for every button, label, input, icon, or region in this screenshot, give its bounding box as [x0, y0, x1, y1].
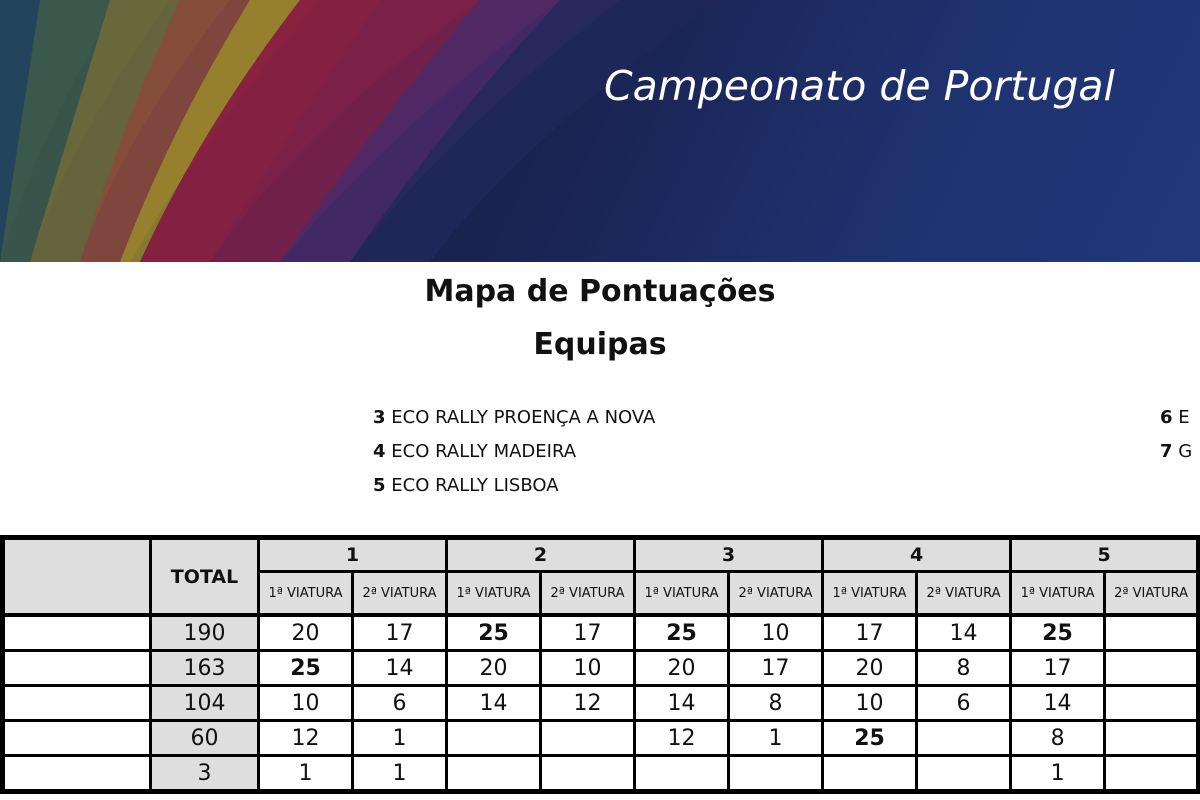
legend-item: 4 ECO RALLY MADEIRA [373, 441, 577, 462]
score-cell: 20 [633, 649, 731, 687]
car-header: 2ª VIATURA [1103, 570, 1200, 617]
score-cell: 25 [821, 719, 919, 757]
car-header: 1ª VIATURA [633, 570, 731, 617]
legend-item: 6 E [1160, 407, 1190, 428]
score-cell: 14 [1009, 684, 1107, 722]
score-cell [633, 754, 731, 793]
table-row: 60 12 1 12 1 25 8 [1, 719, 1200, 757]
score-cell [1103, 613, 1200, 652]
score-cell: 6 [350, 684, 449, 722]
round-header: 3 [633, 536, 825, 573]
score-cell: 25 [257, 649, 354, 687]
score-cell: 14 [633, 684, 731, 722]
page-title: Mapa de Pontuações [424, 274, 776, 309]
total-cell: 3 [149, 754, 260, 793]
score-cell: 8 [727, 684, 825, 722]
car-header: 1ª VIATURA [821, 570, 919, 617]
score-cell: 8 [915, 649, 1013, 687]
score-cell: 1 [350, 754, 449, 793]
score-cell: 6 [915, 684, 1013, 722]
score-cell: 10 [257, 684, 354, 722]
score-cell: 25 [1009, 613, 1107, 652]
total-cell: 104 [149, 684, 260, 722]
score-cell: 14 [350, 649, 449, 687]
table-row: 190 20 17 25 17 25 10 17 14 25 [1, 613, 1200, 652]
round-header: 5 [1009, 536, 1200, 573]
page-subtitle: Equipas [533, 327, 667, 362]
score-cell [539, 754, 637, 793]
team-name-cell [1, 719, 152, 757]
car-header: 2ª VIATURA [727, 570, 825, 617]
total-cell: 190 [149, 613, 260, 652]
score-cell: 14 [445, 684, 543, 722]
score-cell: 1 [257, 754, 354, 793]
score-cell: 12 [539, 684, 637, 722]
score-cell: 20 [257, 613, 354, 652]
score-cell [445, 754, 543, 793]
score-cell: 8 [1009, 719, 1107, 757]
score-cell: 17 [821, 613, 919, 652]
team-name-cell [1, 613, 152, 652]
legend-item: 5 ECO RALLY LISBOA [373, 475, 559, 496]
car-header: 2ª VIATURA [915, 570, 1013, 617]
round-header: 4 [821, 536, 1013, 573]
header-row-rounds: TOTAL 1 2 3 4 5 [1, 536, 1200, 617]
score-cell [915, 754, 1013, 793]
scores-table: TOTAL 1 2 3 4 5 1ª VIATURA 2ª VIATURA 1ª VIATURA… [0, 535, 1200, 794]
car-header: 1ª VIATURA [1009, 570, 1107, 617]
table-row: 104 10 6 14 12 14 8 10 6 14 [1, 684, 1200, 722]
legend-item: 7 G [1160, 441, 1193, 462]
score-cell: 20 [445, 649, 543, 687]
score-cell: 1 [350, 719, 449, 757]
score-cell [821, 754, 919, 793]
score-cell: 17 [1009, 649, 1107, 687]
table-row: 163 25 14 20 10 20 17 20 8 17 [1, 649, 1200, 687]
total-cell: 163 [149, 649, 260, 687]
score-cell: 10 [821, 684, 919, 722]
score-cell: 25 [633, 613, 731, 652]
team-name-cell [1, 684, 152, 722]
score-cell [1103, 684, 1200, 722]
score-cell: 10 [727, 613, 825, 652]
team-name-cell [1, 754, 152, 793]
score-cell: 1 [1009, 754, 1107, 793]
score-cell: 17 [350, 613, 449, 652]
rainbow-stripes-decoration [0, 0, 720, 262]
header-banner: Campeonato de Portugal [0, 0, 1200, 262]
car-header: 2ª VIATURA [350, 570, 449, 617]
car-header: 1ª VIATURA [445, 570, 543, 617]
round-header: 1 [256, 536, 449, 573]
score-cell [1103, 754, 1200, 793]
legend-item: 3 ECO RALLY PROENÇA A NOVA [373, 407, 656, 428]
total-header: TOTAL [149, 536, 260, 617]
car-header: 1ª VIATURA [257, 570, 354, 617]
banner-title: Campeonato de Portugal [604, 62, 1115, 110]
score-cell [539, 719, 637, 757]
score-cell: 20 [821, 649, 919, 687]
score-cell [915, 719, 1013, 757]
score-cell: 1 [727, 719, 825, 757]
car-header: 2ª VIATURA [539, 570, 637, 617]
score-cell: 17 [539, 613, 637, 652]
score-cell [727, 754, 825, 793]
team-header-cell [1, 536, 152, 617]
score-cell [1103, 719, 1200, 757]
total-cell: 60 [149, 719, 260, 757]
score-cell: 17 [727, 649, 825, 687]
round-header: 2 [445, 536, 637, 573]
score-cell [1103, 649, 1200, 687]
score-cell: 12 [257, 719, 354, 757]
header-row-cars: 1ª VIATURA 2ª VIATURA 1ª VIATURA 2ª VIATURA… [3, 570, 1200, 617]
team-name-cell [1, 649, 152, 687]
score-cell [445, 719, 543, 757]
score-cell: 14 [915, 613, 1013, 652]
score-cell: 25 [445, 613, 543, 652]
score-cell: 12 [633, 719, 731, 757]
score-cell: 10 [539, 649, 637, 687]
